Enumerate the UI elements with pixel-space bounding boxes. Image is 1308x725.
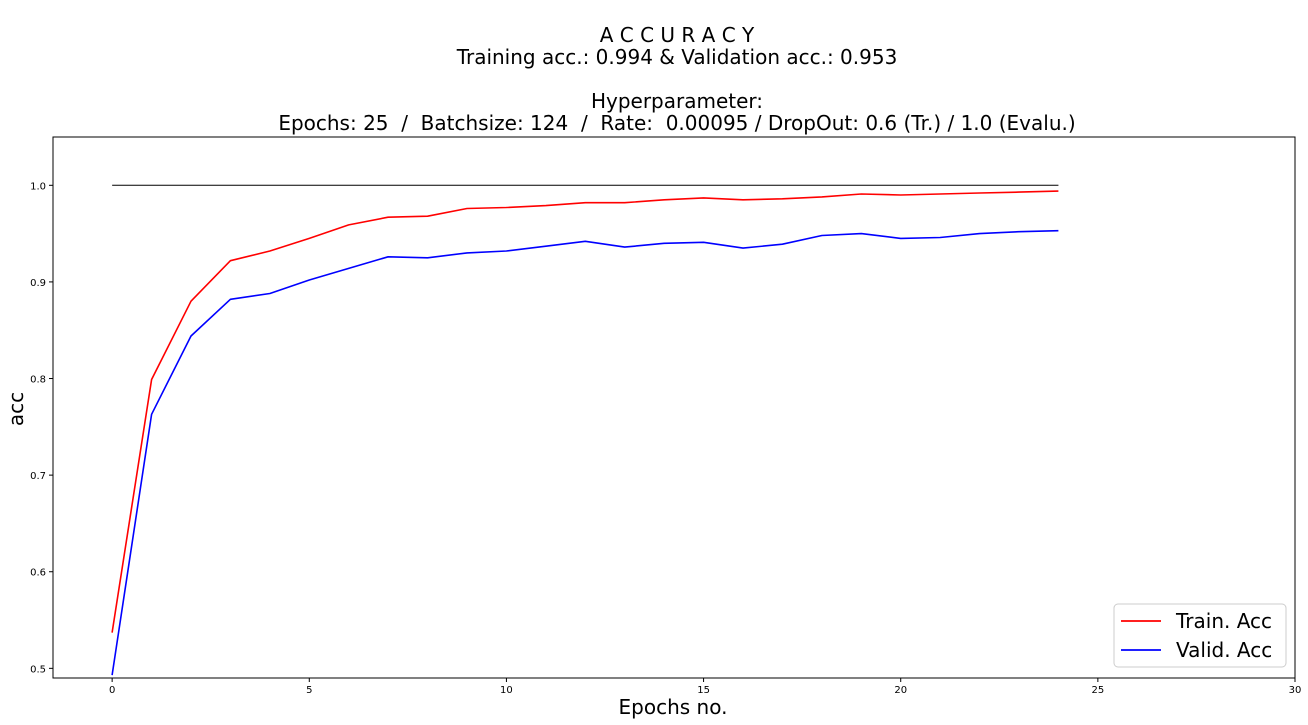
x-tick-label: 10 (500, 685, 513, 696)
x-tick-label: 25 (1091, 685, 1104, 696)
legend-label: Valid. Acc (1176, 638, 1272, 662)
axes: 0 5 10 15 20 25 30 0.5 0.6 0.7 0.8 0.9 1.0 (30, 136, 1302, 696)
x-axis-label: Epochs no. (619, 695, 728, 719)
title-line-2: Training acc.: 0.994 & Validation acc.: … (456, 45, 898, 69)
legend-box (1113, 603, 1287, 668)
plot-area (111, 184, 1059, 676)
plot-frame (52, 136, 1296, 679)
title-line-5: Epochs: 25 / Batchsize: 124 / Rate: 0.00… (278, 111, 1076, 135)
title-line-1: A C C U R A C Y (599, 23, 755, 47)
x-tick-label: 20 (894, 685, 907, 696)
y-tick-label: 0.8 (30, 375, 46, 386)
chart-title: A C C U R A C Y Training acc.: 0.994 & V… (0, 24, 1308, 134)
title-line-4: Hyperparameter: (590, 89, 764, 113)
legend-label: Train. Acc (1175, 609, 1272, 633)
x-tick-label: 15 (697, 685, 710, 696)
x-tick-label: 0 (109, 685, 115, 696)
legend: Train. Acc Valid. Acc (1113, 603, 1287, 668)
x-tick-label: 30 (1289, 685, 1302, 696)
y-tick-label: 1.0 (30, 181, 46, 192)
y-axis-label: acc (4, 392, 28, 426)
y-tick-label: 0.9 (30, 278, 46, 289)
y-tick-label: 0.7 (30, 471, 46, 482)
y-tick-label: 0.5 (30, 664, 46, 675)
y-tick-label: 0.6 (30, 568, 46, 579)
series-line-train (111, 190, 1059, 633)
series-line-valid (111, 229, 1059, 676)
x-tick-label: 5 (306, 685, 312, 696)
